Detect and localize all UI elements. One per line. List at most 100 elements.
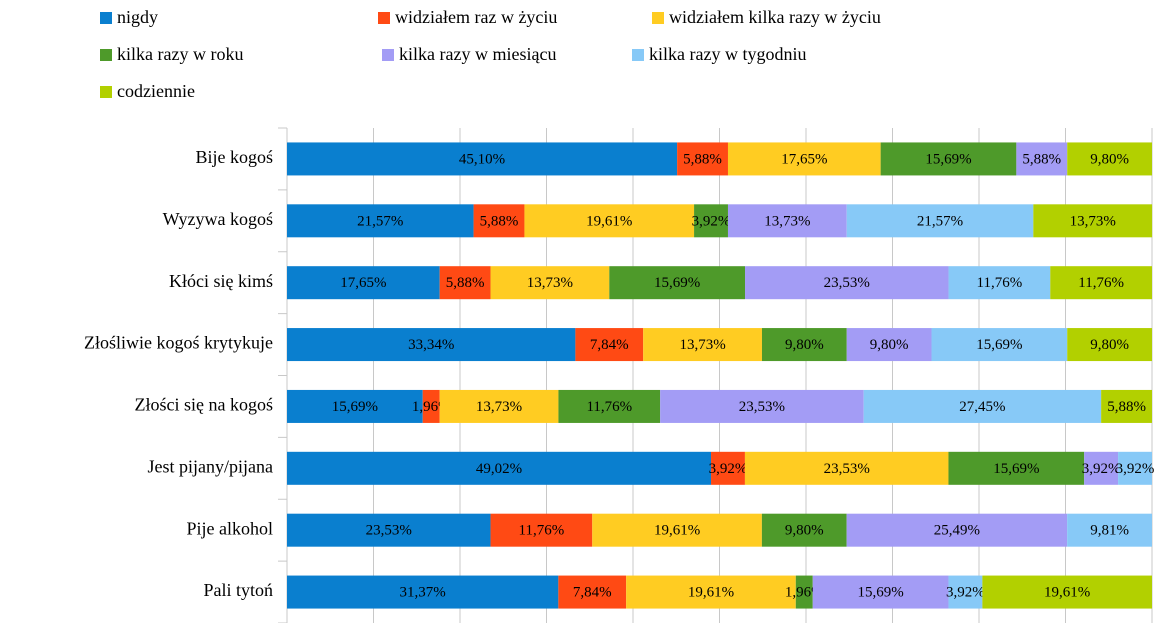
- value-label: 19,61%: [586, 213, 632, 229]
- value-label: 21,57%: [917, 213, 963, 229]
- value-label: 27,45%: [959, 399, 1005, 415]
- bar-segment: [948, 575, 983, 609]
- value-label: 7,84%: [573, 585, 612, 601]
- y-tick-label: Bije kogoś: [195, 147, 273, 167]
- value-label: 25,49%: [934, 523, 980, 539]
- bar-segment: [490, 266, 610, 300]
- bar-segment: [643, 328, 762, 362]
- bar-segment: [287, 328, 576, 362]
- value-label: 15,69%: [993, 461, 1039, 477]
- value-label: 31,37%: [400, 585, 446, 601]
- bar-segment: [694, 204, 728, 238]
- bar-segment: [287, 575, 559, 609]
- bar-segment: [863, 389, 1102, 423]
- legend-label: nigdy: [117, 7, 158, 27]
- bar-segment: [1118, 451, 1152, 485]
- bar-segment: [1067, 142, 1152, 176]
- value-label: 21,57%: [357, 213, 403, 229]
- bar-segment: [1016, 142, 1068, 176]
- value-label: 17,65%: [781, 151, 827, 167]
- value-label: 5,88%: [446, 275, 485, 291]
- bar-segment: [1067, 328, 1152, 362]
- legend-label: widziałem kilka razy w życiu: [669, 7, 881, 27]
- value-label: 9,80%: [785, 337, 824, 353]
- bar-segment: [558, 389, 661, 423]
- value-label: 9,80%: [785, 523, 824, 539]
- bar-segment: [1084, 451, 1119, 485]
- legend-swatch: [100, 12, 112, 24]
- bar-segment: [727, 204, 847, 238]
- value-label: 13,73%: [527, 275, 573, 291]
- value-label: 11,76%: [586, 399, 632, 415]
- value-label: 5,88%: [480, 213, 519, 229]
- legend-label: kilka razy w tygodniu: [649, 44, 806, 64]
- value-label: 13,73%: [679, 337, 725, 353]
- legend-swatch: [632, 49, 644, 61]
- y-tick-label: Pije alkohol: [187, 518, 274, 538]
- value-label: 15,69%: [925, 151, 971, 167]
- bar-segment: [287, 142, 678, 176]
- value-label: 17,65%: [340, 275, 386, 291]
- legend-swatch: [382, 49, 394, 61]
- value-label: 9,80%: [870, 337, 909, 353]
- bar-segment: [592, 513, 762, 547]
- bar-segment: [931, 328, 1068, 362]
- value-label: 45,10%: [459, 151, 505, 167]
- value-label: 11,76%: [1078, 275, 1124, 291]
- bar-segment: [846, 204, 1034, 238]
- bar-segment: [745, 266, 949, 300]
- bar-segment: [439, 266, 491, 300]
- bar-segment: [558, 575, 627, 609]
- value-label: 11,76%: [519, 523, 565, 539]
- legend-swatch: [100, 86, 112, 98]
- bar-segment: [287, 266, 440, 300]
- bar-segment: [744, 451, 949, 485]
- value-label: 5,88%: [683, 151, 722, 167]
- legend-label: kilka razy w miesiącu: [399, 44, 556, 64]
- legend-swatch: [378, 12, 390, 24]
- y-tick-label: Złości się na kogoś: [135, 395, 273, 415]
- value-label: 19,61%: [654, 523, 700, 539]
- value-label: 19,61%: [688, 585, 734, 601]
- bar-segment: [727, 142, 881, 176]
- value-label: 5,88%: [1022, 151, 1061, 167]
- legend-label: widziałem raz w życiu: [395, 7, 557, 27]
- bar-segment: [948, 266, 1051, 300]
- value-label: 11,76%: [977, 275, 1023, 291]
- bar-segment: [812, 575, 949, 609]
- bar-segment: [575, 328, 644, 362]
- bar-segment: [287, 389, 423, 423]
- bar-segment: [846, 513, 1068, 547]
- value-label: 23,53%: [824, 275, 870, 291]
- y-tick-label: Jest pijany/pijana: [148, 456, 273, 476]
- bar-segment: [948, 451, 1085, 485]
- value-label: 13,73%: [1070, 213, 1116, 229]
- bar-segment: [795, 575, 813, 609]
- legend-swatch: [100, 49, 112, 61]
- value-label: 9,81%: [1090, 523, 1129, 539]
- value-label: 15,69%: [332, 399, 378, 415]
- y-tick-label: Złośliwie kogoś krytykuje: [84, 333, 273, 353]
- value-label: 3,92%: [946, 585, 985, 601]
- value-label: 9,80%: [1090, 151, 1129, 167]
- value-label: 5,88%: [1107, 399, 1146, 415]
- value-label: 3,92%: [692, 213, 731, 229]
- bar-segment: [1033, 204, 1153, 238]
- y-tick-label: Pali tytoń: [203, 580, 273, 600]
- value-label: 13,73%: [764, 213, 810, 229]
- bar-segment: [1067, 513, 1152, 547]
- bar-segment: [1050, 266, 1152, 300]
- value-label: 23,53%: [366, 523, 412, 539]
- y-tick-label: Wyzywa kogoś: [163, 209, 273, 229]
- bar-segment: [1101, 389, 1152, 423]
- bar-segment: [439, 389, 559, 423]
- legend-label: kilka razy w roku: [117, 44, 243, 64]
- bar-segment: [880, 142, 1017, 176]
- value-label: 13,73%: [476, 399, 522, 415]
- bar-segment: [660, 389, 864, 423]
- bar-segment: [287, 513, 491, 547]
- bar-segment: [490, 513, 593, 547]
- bar-segment: [677, 142, 728, 176]
- bar-segment: [846, 328, 932, 362]
